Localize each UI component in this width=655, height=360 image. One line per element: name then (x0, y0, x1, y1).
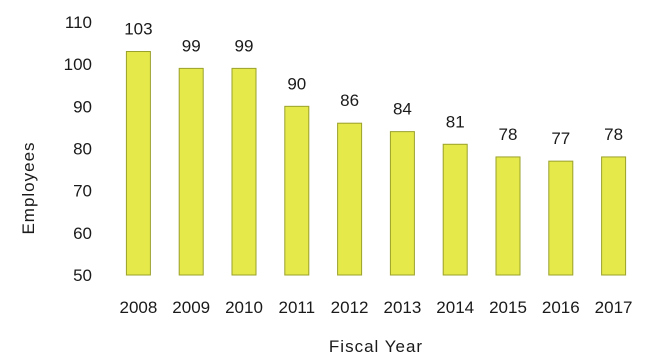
data-label-2017: 78 (604, 125, 623, 144)
x-axis-ticks: 2008 2009 2010 2011 2012 2013 2014 2015 2016 2017 (119, 298, 632, 317)
bar-2014 (442, 143, 468, 276)
bar-2015 (495, 156, 521, 276)
bar-2009 (178, 67, 204, 276)
x-tick-label-2008: 2008 (119, 298, 157, 317)
bars (125, 51, 627, 276)
data-label-2012: 86 (340, 91, 359, 110)
x-tick-label-2014: 2014 (436, 298, 474, 317)
x-tick-label-2009: 2009 (172, 298, 210, 317)
y-tick-label: 80 (73, 140, 92, 159)
y-axis-title: Employees (19, 141, 38, 234)
y-tick-label: 90 (73, 97, 92, 116)
y-tick-label: 70 (73, 182, 92, 201)
bar-2012 (337, 122, 363, 276)
bar-2017 (601, 156, 627, 276)
x-tick-label-2017: 2017 (595, 298, 633, 317)
y-tick-label: 110 (65, 13, 92, 32)
data-labels: 103 99 99 90 86 84 81 78 77 78 (124, 20, 623, 149)
y-tick-label: 50 (73, 266, 92, 285)
bar-2013 (389, 131, 415, 276)
x-tick-label-2012: 2012 (331, 298, 369, 317)
data-label-2008: 103 (124, 20, 152, 39)
x-axis-title: Fiscal Year (329, 337, 423, 356)
data-label-2014: 81 (446, 112, 465, 131)
bar-2008 (125, 51, 151, 276)
data-label-2011: 90 (287, 74, 306, 93)
x-tick-label-2013: 2013 (383, 298, 421, 317)
bar-2011 (284, 105, 310, 276)
bar-2016 (548, 160, 574, 276)
x-tick-label-2010: 2010 (225, 298, 263, 317)
x-tick-label-2011: 2011 (279, 298, 316, 317)
data-label-2016: 77 (551, 129, 570, 148)
data-label-2009: 99 (182, 36, 201, 55)
x-tick-label-2015: 2015 (489, 298, 527, 317)
y-axis-ticks: 50 60 70 80 90 100 110 (64, 13, 92, 285)
data-label-2010: 99 (235, 36, 254, 55)
bar-2010 (231, 67, 257, 276)
x-tick-label-2016: 2016 (542, 298, 580, 317)
y-tick-label: 60 (73, 224, 92, 243)
y-tick-label: 100 (64, 55, 92, 74)
data-label-2013: 84 (393, 100, 412, 119)
data-label-2015: 78 (499, 125, 518, 144)
